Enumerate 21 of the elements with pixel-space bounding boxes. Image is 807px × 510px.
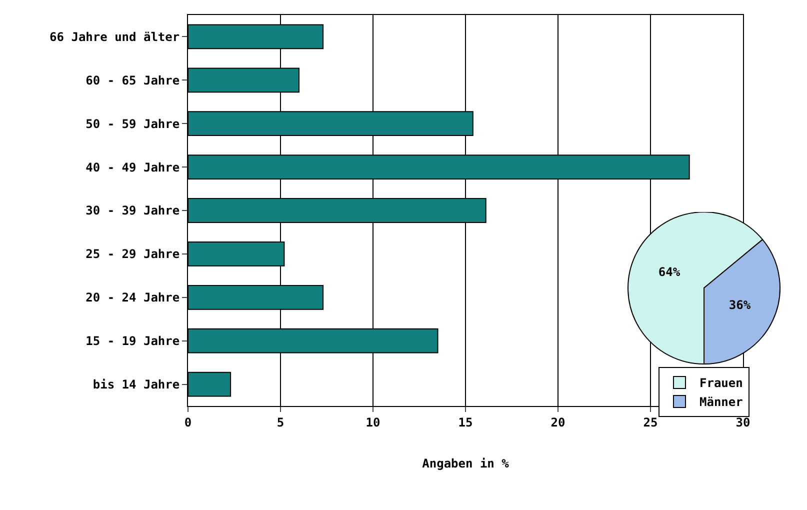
y-tick-label: 20 - 24 Jahre <box>86 290 180 305</box>
y-tick-label: 60 - 65 Jahre <box>86 73 180 88</box>
x-tick-label: 5 <box>276 415 284 430</box>
data-label: 36% <box>728 298 752 312</box>
x-tick-label: 10 <box>366 415 380 430</box>
y-tick-label: bis 14 Jahre <box>92 377 180 392</box>
x-tick-label: 20 <box>550 415 566 430</box>
x-tick-label: 15 <box>458 415 473 430</box>
y-tick-label: 50 - 59 Jahre <box>86 116 180 131</box>
y-tick-label: 15 - 19 Jahre <box>86 334 180 348</box>
data-label: 64% <box>658 264 681 279</box>
x-tick-label: 25 <box>643 415 658 430</box>
x-tick-label: 30 <box>736 415 750 430</box>
legend-label: Männer <box>700 395 743 410</box>
y-tick-label: 30 - 39 Jahre <box>86 204 180 218</box>
x-axis-title: Angaben in % <box>422 456 510 470</box>
y-tick-label: 25 - 29 Jahre <box>86 247 180 262</box>
y-tick-label: 40 - 49 Jahre <box>86 160 180 174</box>
x-tick-label: 0 <box>184 415 192 430</box>
y-tick-label: 66 Jahre und älter <box>50 30 180 44</box>
legend-label: Frauen <box>700 376 743 390</box>
